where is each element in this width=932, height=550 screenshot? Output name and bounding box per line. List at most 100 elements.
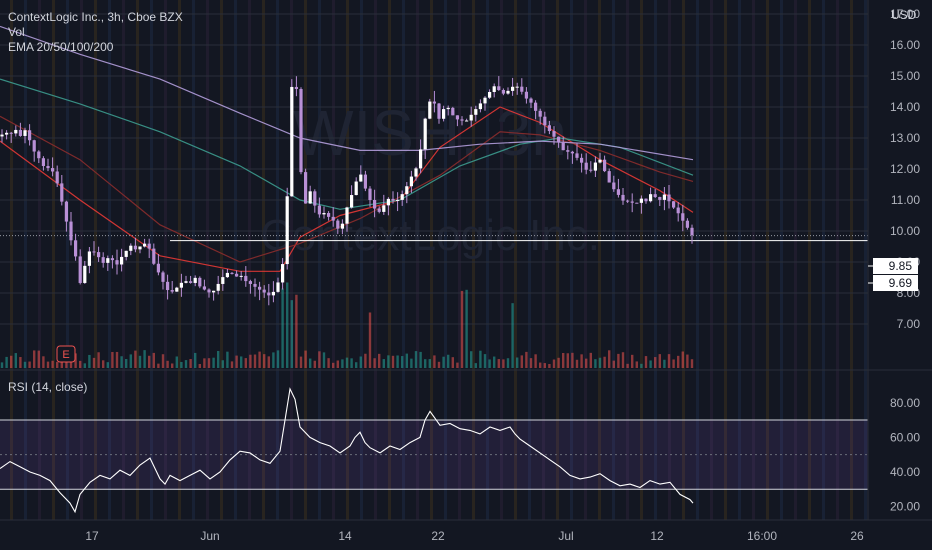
volume-bar [382,359,385,368]
candle-body [189,281,193,283]
volume-bar [608,350,611,368]
volume-bar [603,356,606,368]
candle-body [649,194,653,202]
volume-bar [663,359,666,368]
price-tick-label: 12.00 [890,162,920,176]
volume-bar [534,354,537,368]
candle-body [152,248,156,264]
candle-body [336,220,340,229]
candle-body [133,245,137,250]
volume-bar [102,360,105,368]
volume-bar [184,360,188,368]
rsi-line[interactable] [0,387,694,514]
price-tick-label: 10.00 [890,224,920,238]
candle-body [639,198,643,203]
candle-body [281,264,285,283]
candle-body [612,182,616,190]
volume-bar [281,288,284,368]
volume-bar [612,360,615,368]
volume-bar [373,358,376,368]
candle-body [304,172,308,204]
candle-body [543,116,547,126]
price-tick-label: 17.00 [890,7,920,21]
candle-body [313,191,317,206]
candle-body [672,201,676,208]
price-axis: 17.00 16.00 15.00 14.00 13.00 12.00 11.00 10.00… [0,0,932,521]
volume-bar [456,362,459,368]
volume-bar [88,354,91,368]
candle-body [69,221,73,241]
rsi-pane [0,369,932,514]
candle-body [667,194,671,202]
candle-body [193,277,197,283]
symbol-title[interactable]: ContextLogic Inc., 3h, Cboe BZX [8,10,183,24]
candle-body [662,194,666,200]
session-stripe [52,0,55,520]
rsi-tick-label: 20.00 [890,500,920,514]
candle-body [115,260,119,265]
volume-bar [552,359,556,368]
candle-body [363,174,367,189]
session-stripe [626,0,629,520]
volume-bar [313,360,316,368]
candle-body [570,151,574,154]
candle-body [147,243,151,249]
level-price-tag[interactable]: 9.69 [889,276,913,290]
volume-legend[interactable]: Vol [8,25,25,39]
candle-body [83,265,87,283]
session-stripe [780,0,783,520]
time-tick-label: Jul [558,529,573,543]
volume-bar [493,356,496,368]
candle-body [414,168,418,177]
candle-body [405,186,409,195]
session-stripe [514,0,517,520]
ema-legend[interactable]: EMA 20/50/100/200 [8,40,114,54]
candle-body [391,198,395,201]
candle-body [14,129,18,134]
candle-body [465,120,469,122]
session-stripe [486,0,489,520]
candle-body [0,134,4,137]
volume-bar [635,361,638,368]
volume-bar [506,358,510,368]
volume-bar [42,356,45,368]
candle-body [322,213,326,215]
volume-bar [290,300,293,368]
candle-body [184,281,188,283]
session-stripe [724,0,727,520]
session-stripe [416,0,419,520]
volume-bar [474,363,477,368]
volume-bar [0,362,4,368]
volume-bar [138,355,142,368]
volume-bars [0,282,694,368]
volume-bar [589,352,592,368]
volume-bar [511,303,514,368]
volume-bar [198,363,201,368]
session-stripe [136,0,139,520]
earnings-badge[interactable] [56,345,76,363]
candle-body [534,102,538,111]
rsi-legend[interactable]: RSI (14, close) [8,380,88,394]
volume-bar [341,359,344,368]
candle-body [469,114,473,121]
current-price-tag[interactable]: 9.85 [889,259,913,273]
volume-bar [143,350,146,368]
session-stripe [836,0,839,520]
session-stripe [612,0,615,520]
candle-body [377,208,381,212]
volume-bar [405,353,408,368]
session-stripe [570,0,573,520]
volume-bar [106,362,109,368]
volume-bar [529,358,533,368]
currency-label[interactable]: USD [891,8,917,22]
candle-body [74,240,78,257]
session-stripe [164,0,167,520]
candle-body [244,275,248,282]
candle-body [538,110,542,117]
candle-body [327,213,331,217]
volume-bar [304,350,307,368]
volume-bar [189,359,192,368]
volume-bar [516,357,519,368]
